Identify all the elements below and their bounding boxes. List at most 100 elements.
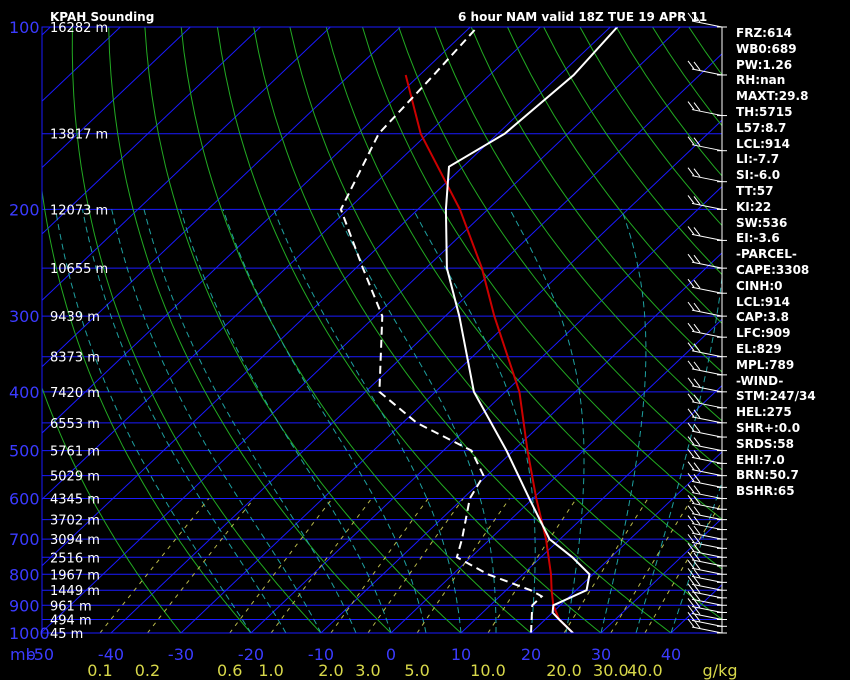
isotherm-line <box>42 27 401 368</box>
mixing-ratio-tick-label: 5.0 <box>404 661 429 680</box>
index-item: EI:-3.6 <box>736 231 780 246</box>
index-item: LCL:914 <box>736 136 790 151</box>
wind-barb <box>687 612 727 627</box>
dry-adiabat <box>470 27 722 373</box>
pressure-tick-label: 500 <box>9 442 40 461</box>
mixing-ratio-line <box>229 498 333 633</box>
wind-barb <box>687 559 727 575</box>
index-item: HEL:275 <box>736 405 792 420</box>
parcel-trace <box>404 74 574 633</box>
index-item: CINH:0 <box>736 278 783 293</box>
wind-barb <box>687 301 727 317</box>
wind-barb <box>687 278 727 294</box>
height-label: 12073 m <box>50 203 108 218</box>
isotherm-line <box>460 384 722 633</box>
dry-adiabat <box>507 27 722 325</box>
dry-adiabat <box>42 186 252 633</box>
pressure-tick-label: 100 <box>9 18 40 37</box>
wind-barb <box>687 534 727 549</box>
height-label: 16282 m <box>50 21 108 36</box>
wind-barb <box>687 226 727 241</box>
temperature-tick-label: 0 <box>386 645 396 664</box>
moist-adiabat <box>600 209 647 633</box>
moist-adiabat <box>670 480 722 633</box>
isotherm-line <box>42 27 681 633</box>
index-item: L57:8.7 <box>736 120 787 135</box>
temperature-tick-label: 30 <box>591 645 611 664</box>
wind-barb <box>687 101 727 117</box>
index-item: KI:22 <box>736 199 772 214</box>
plot-area <box>42 27 850 633</box>
wind-barb <box>687 195 727 210</box>
dry-adiabat <box>216 27 602 633</box>
pressure-tick-label: 900 <box>9 596 40 615</box>
index-item: TT:57 <box>736 183 774 198</box>
mixing-ratio-line <box>610 498 693 633</box>
index-item: LI:-7.7 <box>736 152 780 167</box>
wind-barb <box>687 515 727 531</box>
mixing-ratio-tick-label: 3.0 <box>355 661 380 680</box>
wind-barb <box>687 360 727 376</box>
wind-barb <box>687 136 727 152</box>
moist-adiabat <box>180 209 392 633</box>
dry-adiabat <box>834 27 850 633</box>
moist-adiabat <box>273 209 462 633</box>
dry-adiabat <box>180 27 532 633</box>
index-item: PW:1.26 <box>736 57 793 72</box>
mixing-ratio-tick-label: 2.0 <box>318 661 343 680</box>
height-label: 10655 m <box>50 262 108 277</box>
dry-adiabat <box>398 27 722 471</box>
pressure-tick-label: 1000 <box>9 624 50 643</box>
index-item: EHI:7.0 <box>736 452 785 467</box>
index-item: MPL:789 <box>736 357 795 372</box>
mixing-ratio-line <box>563 498 649 633</box>
mixing-ratio-line <box>644 500 722 633</box>
wind-barb <box>687 253 727 269</box>
mixing-ratio-line <box>147 498 255 633</box>
height-label: 3094 m <box>50 533 100 548</box>
temperature-tick-label: 40 <box>661 645 681 664</box>
wind-barb <box>687 551 727 567</box>
temperature-tick-label: -20 <box>238 645 264 664</box>
wind-barb <box>687 473 727 488</box>
isotherm-line <box>320 252 722 633</box>
isotherm-line <box>530 451 722 633</box>
height-label: 9439 m <box>50 310 100 325</box>
dry-adiabat <box>289 27 722 620</box>
index-item: STM:247/34 <box>736 389 816 404</box>
isotherm-line <box>600 517 722 633</box>
temperature-tick-label: 20 <box>521 645 541 664</box>
wind-barb <box>687 461 727 477</box>
mixing-ratio-tick-label: 1.0 <box>258 661 283 680</box>
isotherm-line <box>42 27 191 169</box>
dry-adiabat <box>71 27 322 633</box>
mixing-ratio-tick-label: 0.1 <box>87 661 112 680</box>
dry-adiabat <box>362 27 722 520</box>
index-item: -PARCEL- <box>736 247 797 262</box>
moist-adiabat <box>143 209 357 633</box>
wind-barb <box>687 598 727 613</box>
index-item: CAPE:3308 <box>736 262 810 277</box>
mixing-ratio-tick-label: 0.6 <box>217 661 242 680</box>
wind-barb <box>687 342 727 358</box>
pressure-tick-label: 400 <box>9 383 40 402</box>
mixing-ratio-line <box>270 498 372 633</box>
height-label: 5761 m <box>50 445 100 460</box>
wind-barb <box>687 618 727 634</box>
height-label: 13817 m <box>50 128 108 143</box>
isotherm-line <box>42 27 541 501</box>
wind-barb <box>687 322 727 338</box>
mixing-ratio-line <box>367 498 464 633</box>
wind-barb <box>687 524 727 540</box>
pressure-tick-label: 200 <box>9 200 40 219</box>
wind-barb <box>687 60 727 76</box>
wind-barb <box>687 568 727 583</box>
mixing-ratio-tick-label: 10.0 <box>470 661 506 680</box>
index-item: FRZ:614 <box>736 26 792 40</box>
height-label: 3702 m <box>50 514 100 529</box>
wind-barb <box>687 408 727 424</box>
isotherm-line <box>42 27 331 301</box>
moist-adiabat <box>82 209 287 633</box>
index-item: CAP:3.8 <box>736 310 789 325</box>
